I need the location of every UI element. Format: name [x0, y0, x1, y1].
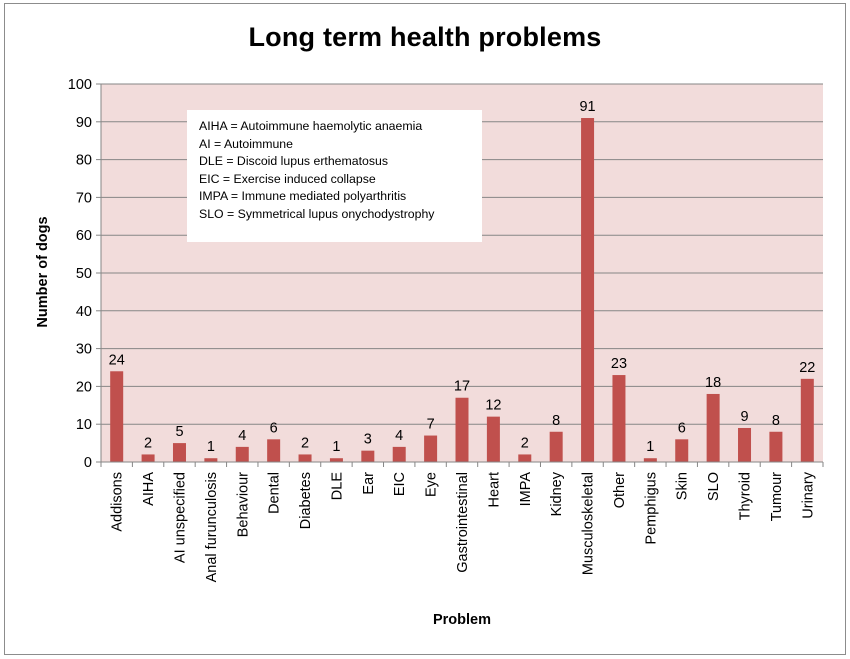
y-axis-ticks: 0 10 20 30 40 50 60 70 80 90 100 [68, 77, 101, 471]
data-label: 24 [109, 352, 125, 368]
bar [172, 443, 186, 462]
chart-title: Long term health problems [248, 22, 602, 52]
y-tick-label: 80 [76, 153, 92, 169]
x-category-label: EIC [392, 472, 408, 496]
data-label: 4 [238, 428, 246, 444]
data-label: 12 [485, 398, 501, 414]
bars [110, 118, 814, 463]
bar [581, 118, 595, 463]
note-ai: AI = Autoimmune [199, 136, 293, 151]
x-category-label: Dental [267, 472, 283, 514]
data-label: 8 [772, 413, 780, 429]
x-category-label: DLE [329, 472, 345, 501]
data-label: 4 [395, 428, 403, 444]
y-tick-label: 90 [76, 115, 92, 131]
data-label: 7 [427, 417, 435, 433]
bar [738, 427, 752, 462]
note-impa: IMPA = Immune mediated polyarthritis [199, 189, 407, 204]
x-axis-title: Problem [433, 612, 491, 628]
y-tick-label: 100 [68, 77, 92, 93]
note-aiha: AIHA = Autoimmune haemolytic anaemia [199, 119, 423, 133]
bar [204, 458, 218, 462]
x-category-label: Heart [486, 472, 502, 507]
x-category-label: Kidney [549, 471, 565, 516]
y-tick-label: 20 [76, 379, 92, 395]
bar [329, 458, 343, 462]
data-label: 91 [579, 99, 595, 115]
bar [298, 454, 312, 462]
data-label: 1 [646, 439, 654, 455]
x-category-label: AI unspecified [172, 472, 188, 563]
data-label: 2 [301, 435, 309, 451]
x-axis-category-labels: Addisons AIHA AI unspecified Anal furunculo… [110, 471, 817, 582]
x-category-label: Addisons [110, 472, 126, 532]
y-tick-label: 0 [84, 455, 92, 471]
x-category-label: Thyroid [738, 472, 754, 520]
bar [518, 454, 532, 462]
x-category-label: Diabetes [298, 472, 314, 529]
note-eic: EIC = Exercise induced collapse [199, 171, 376, 186]
bar [612, 375, 626, 462]
x-category-label: SLO [706, 472, 722, 501]
x-category-label: Other [612, 472, 628, 508]
note-dle: DLE = Discoid lupus erthematosus [199, 154, 388, 169]
bar [361, 450, 375, 462]
data-labels: 24 2 5 1 4 6 2 1 3 4 7 17 12 2 8 91 23 1 6 18 9 8 22 [109, 99, 816, 455]
bar [392, 446, 406, 462]
x-category-label: Urinary [800, 471, 816, 518]
abbreviation-notes: AIHA = Autoimmune haemolytic anaemia AI … [187, 110, 482, 242]
data-label: 1 [332, 439, 340, 455]
bar [769, 431, 783, 462]
y-tick-label: 30 [76, 342, 92, 358]
x-category-label: Musculoskeletal [581, 472, 597, 575]
data-label: 23 [611, 356, 627, 372]
x-category-label: Behaviour [235, 472, 251, 537]
bar [110, 371, 124, 462]
y-axis-title: Number of dogs [35, 216, 51, 327]
data-label: 22 [799, 360, 815, 376]
data-label: 17 [454, 379, 470, 395]
data-label: 6 [678, 420, 686, 436]
bar [706, 393, 720, 462]
bar [424, 435, 438, 462]
data-label: 8 [552, 413, 560, 429]
y-tick-label: 70 [76, 190, 92, 206]
bar [549, 431, 563, 462]
bar [486, 416, 500, 462]
bar [675, 439, 689, 462]
bar [141, 454, 155, 462]
x-axis [100, 84, 824, 467]
x-category-label: Eye [424, 472, 440, 497]
x-category-label: Anal furunculosis [204, 472, 220, 582]
bar [643, 458, 657, 462]
x-category-label: IMPA [518, 472, 534, 507]
data-label: 18 [705, 375, 721, 391]
data-label: 2 [521, 435, 529, 451]
y-tick-label: 50 [76, 266, 92, 282]
data-label: 6 [270, 420, 278, 436]
note-slo: SLO = Symmetrical lupus onychodystrophy [199, 206, 435, 221]
x-category-label: Tumour [769, 472, 785, 522]
x-category-label: Gastrointestinal [455, 472, 471, 573]
bar [800, 378, 814, 462]
x-category-label: Pemphigus [643, 472, 659, 545]
bar [235, 446, 249, 462]
x-category-label: AIHA [141, 472, 157, 506]
data-label: 9 [740, 409, 748, 425]
bar [455, 397, 469, 462]
y-tick-label: 40 [76, 304, 92, 320]
data-label: 5 [175, 424, 183, 440]
data-label: 2 [144, 435, 152, 451]
bar [267, 439, 281, 462]
data-label: 3 [364, 432, 372, 448]
x-category-label: Ear [361, 472, 377, 495]
data-label: 1 [207, 439, 215, 455]
y-tick-label: 10 [76, 417, 92, 433]
x-category-label: Skin [675, 472, 691, 500]
y-tick-label: 60 [76, 228, 92, 244]
